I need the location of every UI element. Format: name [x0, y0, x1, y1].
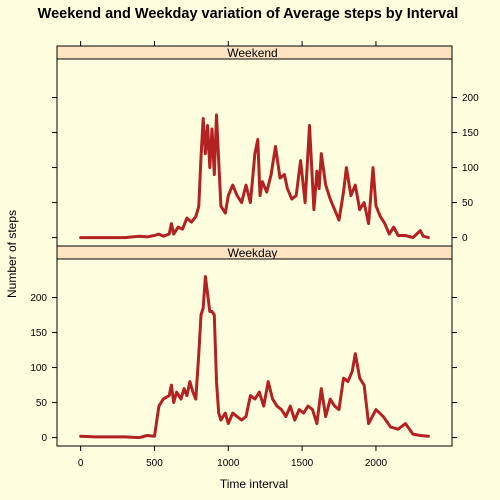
y-tick-label-weekday: 150 — [30, 328, 47, 339]
strip-label-weekend: Weekend — [227, 46, 277, 60]
x-axis: 0 500 1000 1500 2000 — [78, 41, 388, 469]
panel-weekend: Weekend 0 50 100 150 200 — [52, 45, 479, 247]
x-tick-label: 0 — [78, 458, 84, 469]
x-axis-label: Time interval — [220, 477, 288, 491]
y-axis-label: Number of steps — [5, 210, 19, 298]
y-tick-label-weekend: 150 — [462, 128, 479, 139]
y-tick-label-weekday: 200 — [30, 293, 47, 304]
panels-group: Weekend 0 50 100 150 200 Weekday 0 50 100 150 200 — [30, 45, 479, 447]
y-tick-label-weekend: 50 — [462, 198, 474, 209]
panel-frame-weekday — [56, 258, 453, 447]
y-tick-label-weekend: 100 — [462, 163, 479, 174]
panel-weekday: Weekday 0 50 100 150 200 — [30, 245, 457, 447]
x-tick-label: 1000 — [217, 458, 240, 469]
series-line-weekday — [79, 275, 430, 440]
strip-label-weekday: Weekday — [228, 246, 278, 260]
y-tick-label-weekend: 0 — [462, 233, 468, 244]
y-tick-label-weekend: 200 — [462, 93, 479, 104]
y-tick-label-weekday: 50 — [36, 398, 48, 409]
x-tick-label: 1500 — [291, 458, 314, 469]
series-line-weekend — [79, 113, 430, 240]
x-tick-label: 2000 — [365, 458, 388, 469]
y-tick-label-weekday: 0 — [41, 433, 47, 444]
y-tick-label-weekday: 100 — [30, 363, 47, 374]
chart-title: Weekend and Weekday variation of Average… — [38, 6, 459, 22]
x-tick-label: 500 — [146, 458, 163, 469]
